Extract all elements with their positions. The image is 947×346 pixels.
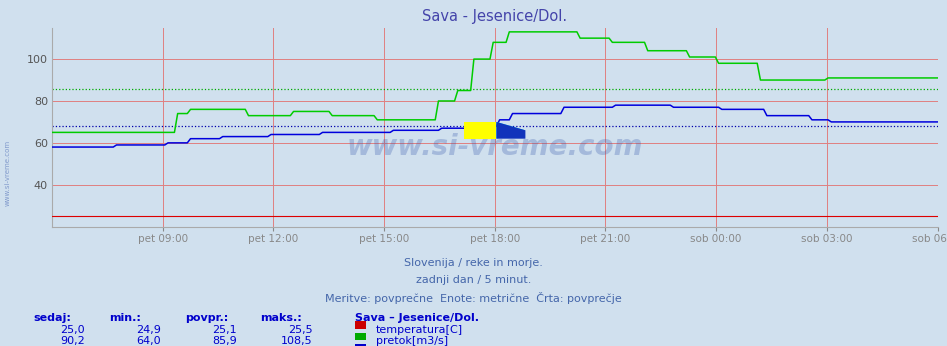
Text: povpr.:: povpr.: [185, 313, 228, 323]
Text: sedaj:: sedaj: [33, 313, 71, 323]
Text: Slovenija / reke in morje.: Slovenija / reke in morje. [404, 258, 543, 268]
Polygon shape [496, 122, 526, 139]
Text: 108,5: 108,5 [281, 336, 313, 346]
Text: Sava – Jesenice/Dol.: Sava – Jesenice/Dol. [355, 313, 479, 323]
Title: Sava - Jesenice/Dol.: Sava - Jesenice/Dol. [422, 9, 567, 24]
Text: Meritve: povprečne  Enote: metrične  Črta: povprečje: Meritve: povprečne Enote: metrične Črta:… [325, 292, 622, 304]
Text: 25,0: 25,0 [61, 325, 85, 335]
Text: 25,5: 25,5 [288, 325, 313, 335]
Text: 90,2: 90,2 [61, 336, 85, 346]
Text: www.si-vreme.com: www.si-vreme.com [347, 133, 643, 161]
Text: temperatura[C]: temperatura[C] [376, 325, 463, 335]
Text: 85,9: 85,9 [212, 336, 237, 346]
Text: 25,1: 25,1 [212, 325, 237, 335]
Text: pretok[m3/s]: pretok[m3/s] [376, 336, 448, 346]
Text: 24,9: 24,9 [136, 325, 161, 335]
Text: zadnji dan / 5 minut.: zadnji dan / 5 minut. [416, 275, 531, 285]
Text: maks.:: maks.: [260, 313, 302, 323]
Text: www.si-vreme.com: www.si-vreme.com [5, 140, 10, 206]
Text: min.:: min.: [109, 313, 141, 323]
Text: 64,0: 64,0 [136, 336, 161, 346]
Polygon shape [496, 122, 526, 139]
Polygon shape [464, 122, 496, 139]
